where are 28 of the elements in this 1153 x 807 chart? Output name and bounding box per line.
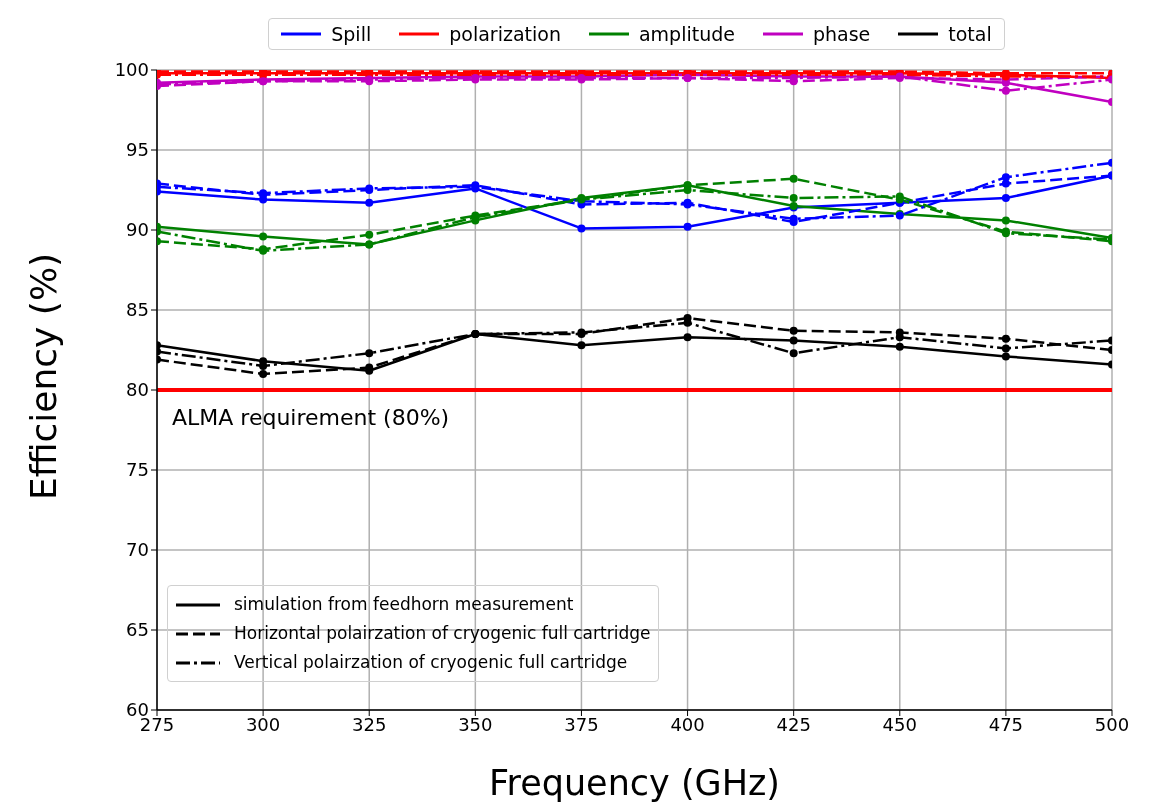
legend-label: amplitude (638, 23, 735, 45)
annotation: simulation from feedhorn measurement (234, 593, 574, 616)
annotation: Vertical polairzation of cryogenic full cartridge (234, 651, 628, 674)
y-tick-label: 75 (126, 459, 149, 481)
y-tick-label: 100 (114, 59, 149, 81)
x-tick-label: 300 (245, 713, 281, 735)
y-tick-label: 85 (126, 299, 149, 321)
x-tick-label: 375 (564, 713, 599, 735)
x-axis-title: Frequency (GHz) (488, 763, 781, 803)
ref-line-label: ALMA requirement (80%) (172, 405, 450, 430)
y-axis-title: Efficiency (%) (22, 252, 64, 500)
y-tick-label: 80 (126, 379, 149, 401)
x-tick-label: 400 (670, 713, 705, 735)
y-tick-label: 90 (126, 219, 149, 241)
annotation: Horizontal polairzation of cryogenic full cartridge (234, 622, 651, 645)
y-tick-label: 65 (126, 619, 149, 641)
x-tick-label: 500 (1094, 713, 1130, 735)
legend-label: Spill (331, 23, 372, 45)
x-tick-label: 350 (458, 713, 493, 735)
y-tick-label: 95 (126, 139, 149, 161)
x-tick-label: 425 (776, 713, 811, 735)
legend-label: total (948, 23, 992, 45)
x-tick-label: 450 (882, 713, 917, 735)
x-tick-label: 475 (988, 713, 1024, 735)
legend-label: polarization (449, 23, 561, 45)
y-tick-label: 70 (126, 539, 149, 561)
legend-label: phase (812, 23, 871, 45)
x-tick-label: 325 (352, 713, 387, 735)
